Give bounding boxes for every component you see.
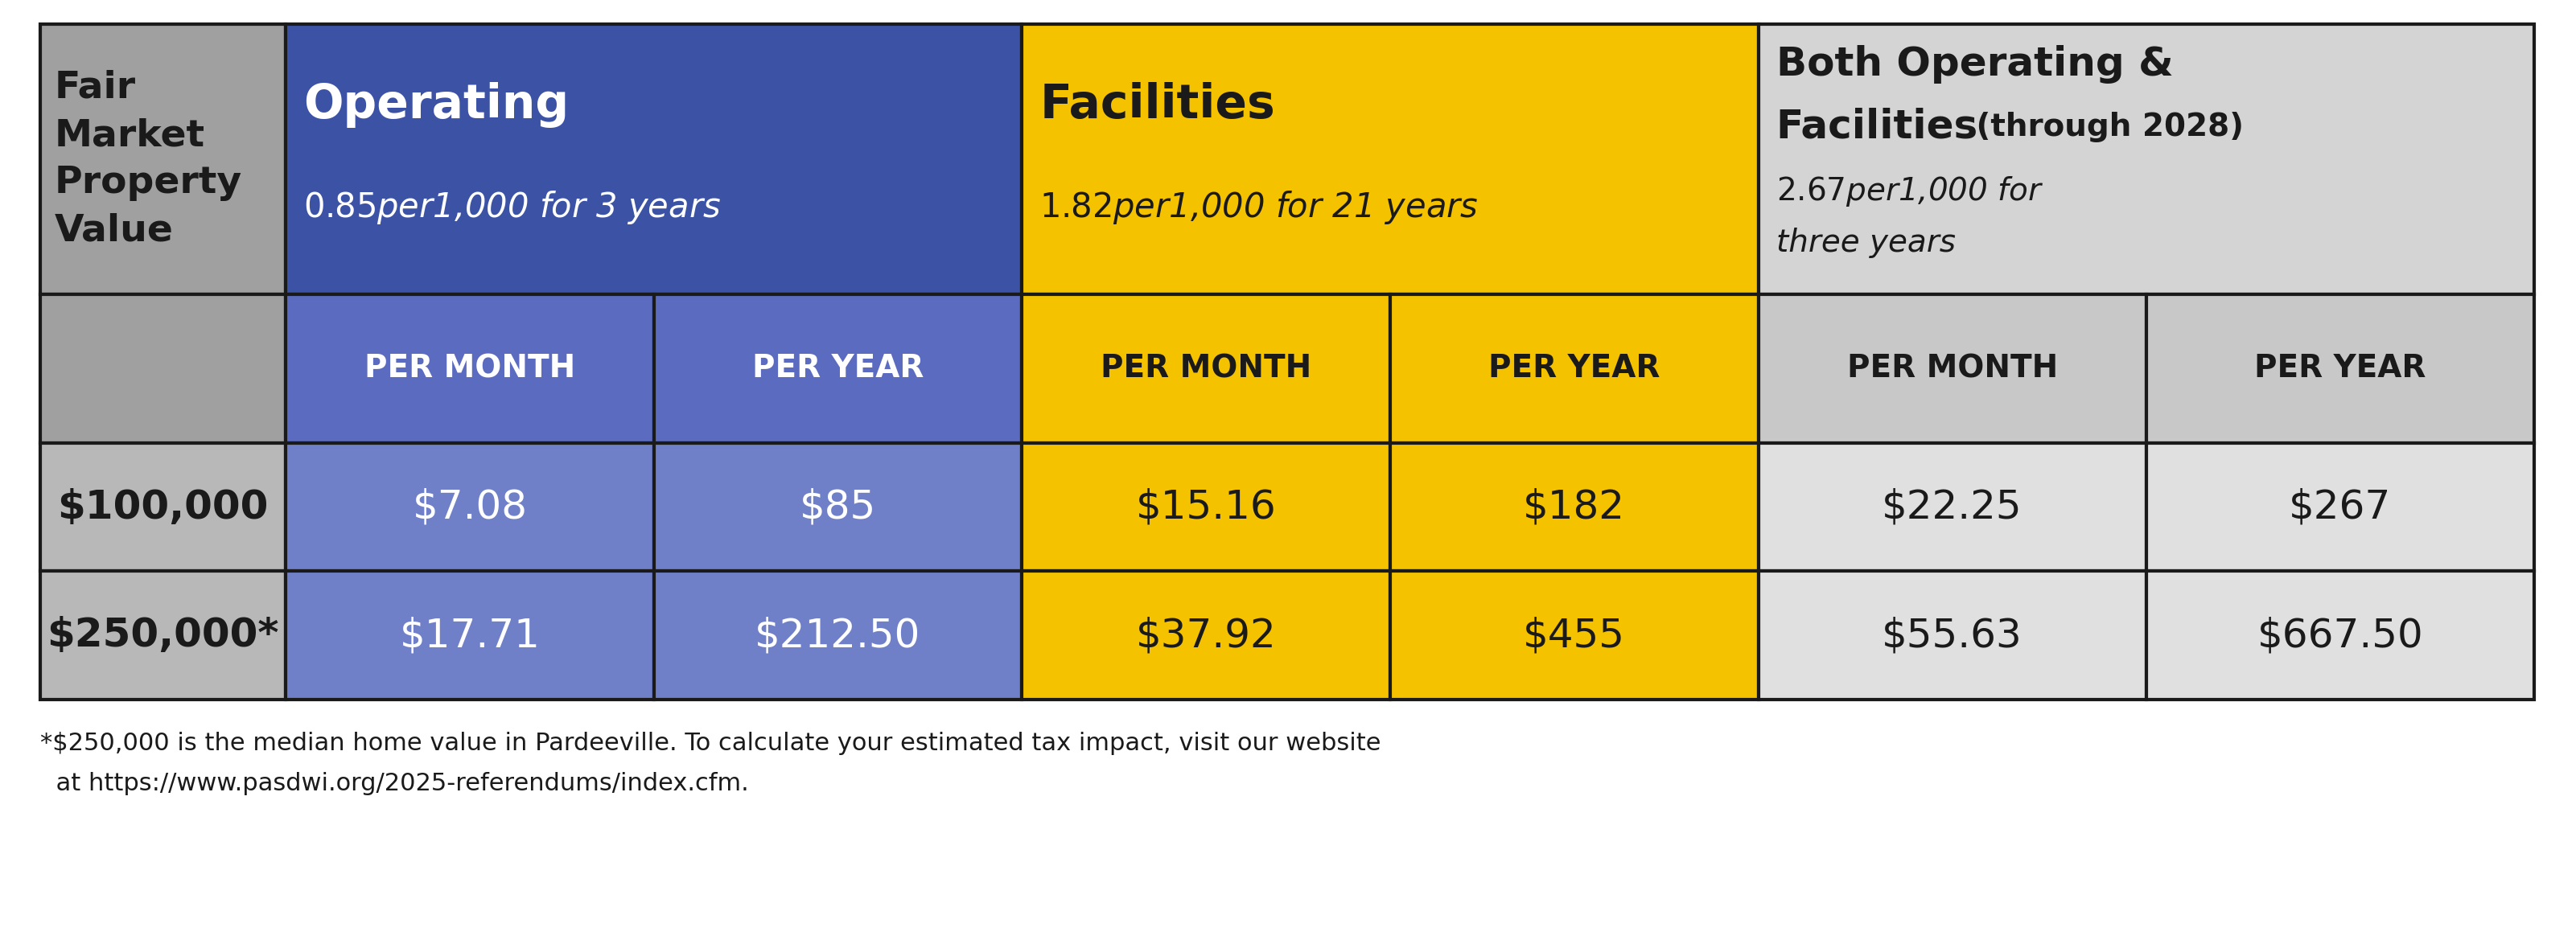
Text: $2.67 per $1,000 for: $2.67 per $1,000 for (1775, 175, 2043, 209)
Bar (1391, 443, 1759, 572)
Text: three years: three years (1775, 227, 1955, 258)
Bar (654, 572, 1023, 699)
Text: $37.92: $37.92 (1136, 616, 1275, 654)
Text: PER MONTH: PER MONTH (1100, 353, 1311, 384)
Text: $455: $455 (1522, 616, 1625, 654)
Text: PER MONTH: PER MONTH (1847, 353, 2058, 384)
Bar (41, 294, 286, 443)
Text: $0.85 per $1,000 for 3 years: $0.85 per $1,000 for 3 years (304, 189, 721, 227)
Bar (1023, 443, 1391, 572)
Text: $22.25: $22.25 (1883, 488, 2022, 526)
Text: Facilities: Facilities (1775, 107, 1978, 146)
Bar (1023, 294, 1391, 443)
Text: Both Operating &: Both Operating & (1775, 45, 2174, 84)
Bar (41, 24, 286, 294)
Text: $1.82 per $1,000 for 21 years: $1.82 per $1,000 for 21 years (1041, 189, 1479, 227)
Text: Operating: Operating (304, 83, 569, 128)
Bar (1759, 24, 2535, 294)
Text: $15.16: $15.16 (1136, 488, 1275, 526)
Bar (1391, 572, 1759, 699)
Text: PER YEAR: PER YEAR (1489, 353, 1659, 384)
Text: $85: $85 (799, 488, 876, 526)
Text: *$250,000 is the median home value in Pardeeville. To calculate your estimated t: *$250,000 is the median home value in Pa… (41, 731, 1381, 755)
Bar (1023, 24, 1759, 294)
Bar (1023, 572, 1391, 699)
Text: Facilities: Facilities (1041, 83, 1275, 128)
Text: at https://www.pasdwi.org/2025-referendums/index.cfm.: at https://www.pasdwi.org/2025-referendu… (41, 772, 750, 795)
Text: (through 2028): (through 2028) (1965, 112, 2244, 142)
Bar (41, 443, 286, 572)
Text: Fair
Market
Property
Value: Fair Market Property Value (54, 70, 242, 248)
Bar (654, 294, 1023, 443)
Text: PER YEAR: PER YEAR (752, 353, 925, 384)
Text: $667.50: $667.50 (2257, 616, 2424, 654)
Text: PER YEAR: PER YEAR (2254, 353, 2427, 384)
Text: $250,000*: $250,000* (46, 616, 278, 654)
Bar (2146, 572, 2535, 699)
Bar (1759, 443, 2146, 572)
Text: $212.50: $212.50 (755, 616, 920, 654)
Bar (286, 443, 654, 572)
Bar (1759, 294, 2146, 443)
Text: PER MONTH: PER MONTH (363, 353, 574, 384)
Text: $100,000: $100,000 (57, 488, 268, 526)
Bar (286, 24, 1023, 294)
Text: $7.08: $7.08 (412, 488, 528, 526)
Bar (654, 443, 1023, 572)
Bar (2146, 294, 2535, 443)
Bar (41, 572, 286, 699)
Text: $267: $267 (2290, 488, 2391, 526)
Text: $17.71: $17.71 (399, 616, 541, 654)
Text: $182: $182 (1522, 488, 1625, 526)
Bar (2146, 443, 2535, 572)
Bar (286, 572, 654, 699)
Bar (286, 294, 654, 443)
Bar (1391, 294, 1759, 443)
Text: $55.63: $55.63 (1883, 616, 2022, 654)
Bar (1759, 572, 2146, 699)
